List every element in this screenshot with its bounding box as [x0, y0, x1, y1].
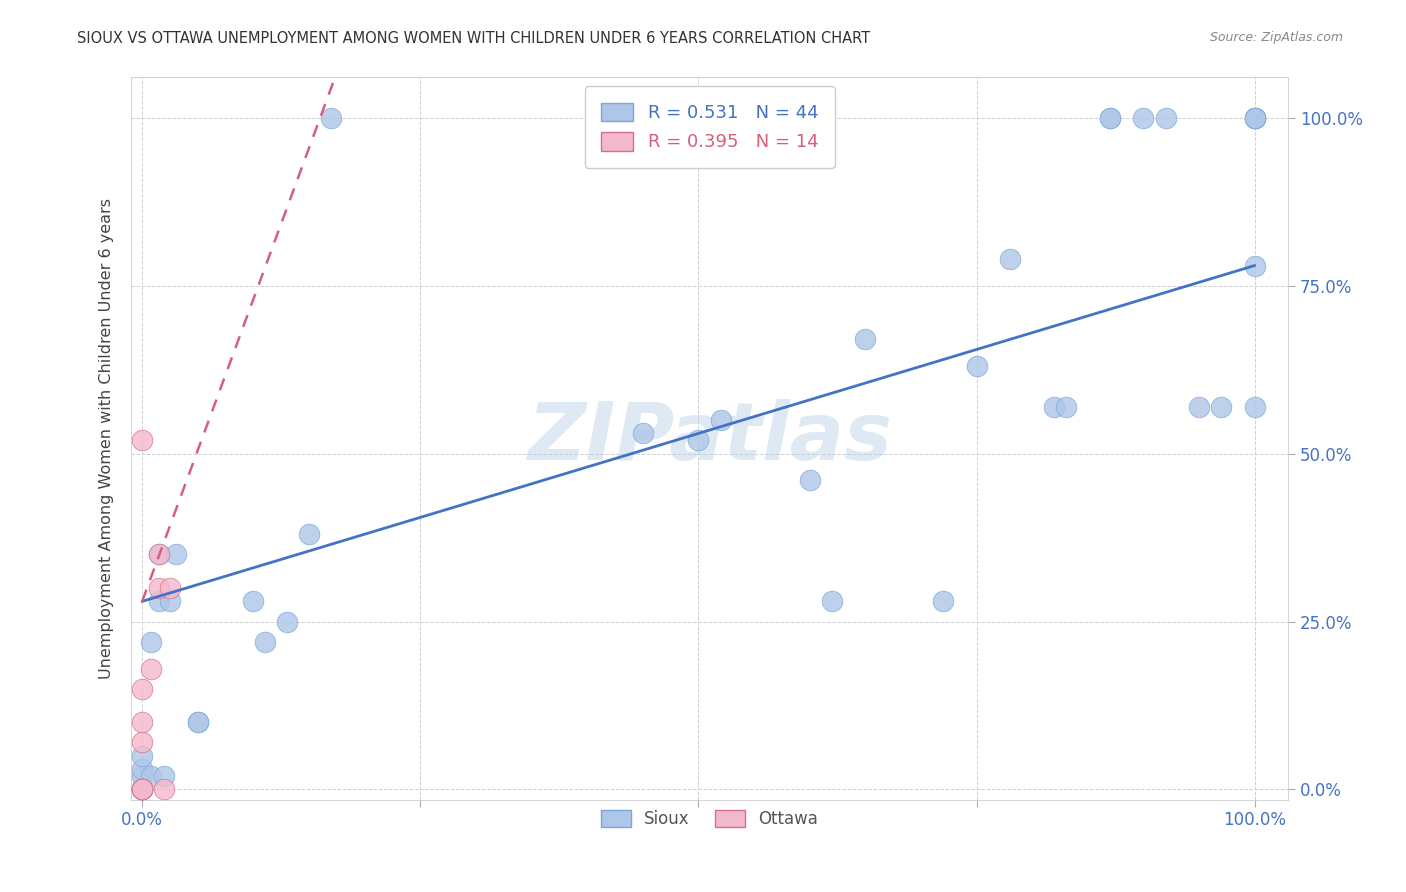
Point — [131, 433, 153, 447]
Point — [139, 769, 162, 783]
Point — [853, 332, 876, 346]
Point — [1243, 111, 1265, 125]
Point — [131, 762, 153, 776]
Point — [148, 581, 170, 595]
Point — [1243, 111, 1265, 125]
Point — [131, 769, 153, 783]
Text: Source: ZipAtlas.com: Source: ZipAtlas.com — [1209, 31, 1343, 45]
Y-axis label: Unemployment Among Women with Children Under 6 years: Unemployment Among Women with Children U… — [100, 198, 114, 679]
Point — [131, 735, 153, 749]
Point — [1243, 111, 1265, 125]
Point — [966, 359, 988, 374]
Point — [321, 111, 343, 125]
Point — [631, 426, 654, 441]
Point — [148, 547, 170, 561]
Text: ZIPatlas: ZIPatlas — [527, 400, 891, 477]
Point — [139, 661, 162, 675]
Point — [1132, 111, 1154, 125]
Point — [153, 782, 176, 797]
Point — [131, 782, 153, 797]
Point — [148, 547, 170, 561]
Point — [821, 594, 844, 608]
Point — [187, 715, 209, 730]
Point — [1243, 111, 1265, 125]
Point — [1154, 111, 1177, 125]
Point — [131, 782, 153, 797]
Point — [1188, 400, 1211, 414]
Point — [148, 594, 170, 608]
Point — [242, 594, 264, 608]
Point — [799, 474, 821, 488]
Point — [1043, 400, 1066, 414]
Point — [187, 715, 209, 730]
Legend: Sioux, Ottawa: Sioux, Ottawa — [595, 803, 825, 835]
Point — [131, 782, 153, 797]
Point — [688, 433, 710, 447]
Point — [131, 681, 153, 696]
Point — [159, 581, 181, 595]
Point — [1054, 400, 1077, 414]
Point — [131, 715, 153, 730]
Point — [131, 782, 153, 797]
Text: SIOUX VS OTTAWA UNEMPLOYMENT AMONG WOMEN WITH CHILDREN UNDER 6 YEARS CORRELATION: SIOUX VS OTTAWA UNEMPLOYMENT AMONG WOMEN… — [77, 31, 870, 46]
Point — [131, 748, 153, 763]
Point — [131, 782, 153, 797]
Point — [1099, 111, 1122, 125]
Point — [1243, 400, 1265, 414]
Point — [131, 782, 153, 797]
Point — [998, 252, 1021, 266]
Point — [159, 594, 181, 608]
Point — [139, 634, 162, 648]
Point — [298, 527, 321, 541]
Point — [131, 782, 153, 797]
Point — [1099, 111, 1122, 125]
Point — [1243, 259, 1265, 273]
Point — [710, 413, 733, 427]
Point — [253, 634, 276, 648]
Point — [932, 594, 955, 608]
Point — [276, 615, 298, 629]
Point — [165, 547, 187, 561]
Point — [153, 769, 176, 783]
Point — [131, 782, 153, 797]
Point — [131, 782, 153, 797]
Point — [1211, 400, 1233, 414]
